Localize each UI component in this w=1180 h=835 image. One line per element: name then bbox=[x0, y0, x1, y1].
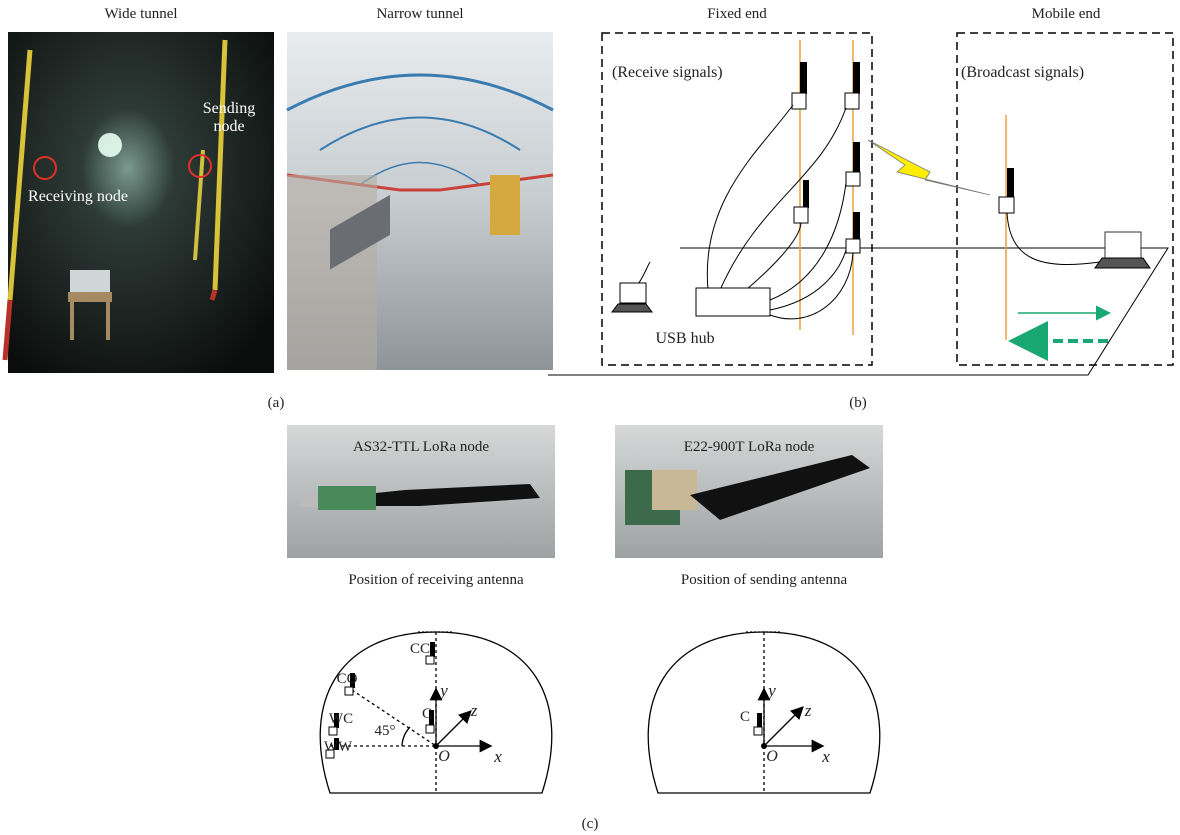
axis-label: y bbox=[768, 682, 776, 700]
photo-title: Wide tunnel bbox=[104, 5, 177, 23]
hub-label: USB hub bbox=[655, 330, 714, 348]
photo-title: Narrow tunnel bbox=[376, 5, 463, 23]
antenna-position: WW bbox=[324, 738, 352, 756]
laptop bbox=[1095, 232, 1150, 268]
node-label: E22-900T LoRa node bbox=[684, 438, 815, 456]
antenna-position: C bbox=[422, 705, 432, 723]
photo-label: Sending node bbox=[189, 100, 269, 136]
axis-label: x bbox=[494, 748, 502, 766]
antenna-position: WC bbox=[329, 710, 353, 728]
tunnel-sections bbox=[320, 632, 880, 793]
antenna-position: C bbox=[740, 708, 750, 726]
axis-label: y bbox=[440, 682, 448, 700]
panel-caption: (c) bbox=[582, 815, 599, 833]
section-title: Position of sending antenna bbox=[669, 571, 859, 589]
section-title: Fixed end bbox=[707, 5, 767, 23]
panel-caption: (b) bbox=[849, 394, 867, 412]
angle-label: 45° bbox=[375, 722, 396, 740]
section-note: (Broadcast signals) bbox=[961, 64, 1084, 82]
photo-label: Receiving node bbox=[28, 188, 128, 206]
laptop bbox=[612, 283, 652, 312]
figure: Wide tunnel Narrow tunnel Sending node Rece… bbox=[0, 0, 1180, 835]
section-title: Mobile end bbox=[1032, 5, 1101, 23]
section-title: Position of receiving antenna bbox=[341, 571, 531, 589]
antenna-position: CO bbox=[337, 670, 358, 688]
origin-label: O bbox=[766, 748, 778, 766]
node-label: AS32-TTL LoRa node bbox=[353, 438, 489, 456]
narrow-tunnel-photo bbox=[287, 32, 553, 370]
axis-label: x bbox=[822, 748, 830, 766]
setup-diagram bbox=[548, 33, 1173, 375]
panel-caption: (a) bbox=[268, 394, 285, 412]
axis-label: z bbox=[805, 702, 812, 720]
antenna-position: CC bbox=[410, 640, 430, 658]
figure-graphics bbox=[0, 0, 1180, 835]
axis-label: z bbox=[471, 702, 478, 720]
section-note: (Receive signals) bbox=[612, 64, 723, 82]
origin-label: O bbox=[438, 748, 450, 766]
